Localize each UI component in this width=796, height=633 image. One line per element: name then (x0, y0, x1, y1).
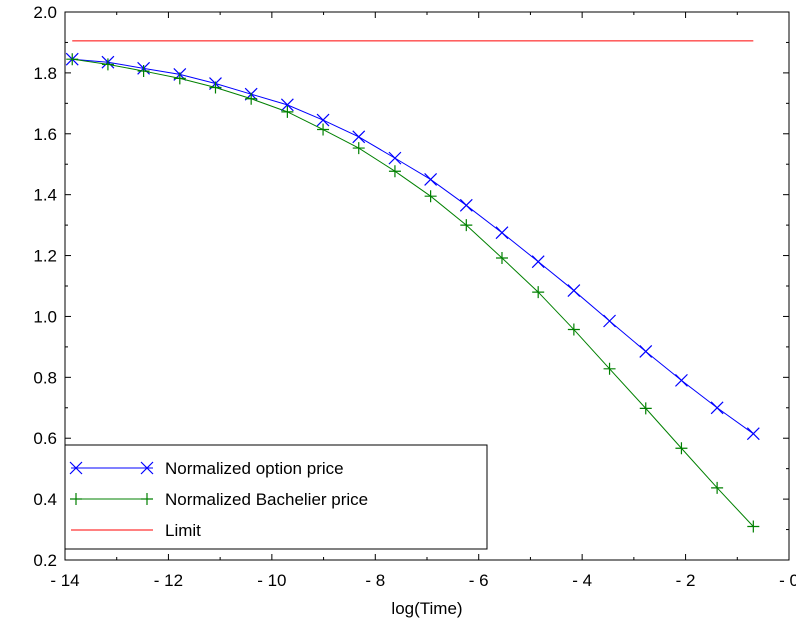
x-tick-label: - 14 (50, 571, 79, 590)
data-point-normalized-bachelier-price (567, 323, 580, 336)
data-point-normalized-bachelier-price (66, 53, 79, 66)
data-point-normalized-option-price (280, 98, 294, 112)
x-tick-label: - 6 (469, 571, 489, 590)
legend-marker (70, 493, 82, 505)
legend-entry-limit: Limit (71, 521, 201, 540)
legend-marker (69, 461, 83, 475)
data-point-normalized-option-price (639, 345, 653, 358)
data-point-normalized-bachelier-price (245, 92, 258, 105)
data-point-normalized-option-price (567, 284, 581, 297)
data-point-normalized-option-price (531, 255, 545, 269)
legend-label: Normalized option price (165, 459, 344, 478)
legend-box (64, 444, 488, 550)
legend-label: Normalized Bachelier price (165, 490, 368, 509)
legend-label: Limit (165, 521, 201, 540)
y-tick-label: 2.0 (33, 3, 57, 22)
x-tick-label: - 8 (365, 571, 385, 590)
data-point-normalized-bachelier-price (495, 251, 508, 264)
data-point-normalized-bachelier-price (352, 142, 365, 155)
plot-series (65, 40, 760, 533)
y-tick-label: 1.2 (33, 247, 57, 266)
data-point-normalized-bachelier-price (209, 81, 222, 94)
data-point-normalized-option-price (316, 113, 330, 127)
y-tick-label: 0.4 (33, 490, 57, 509)
data-point-normalized-bachelier-price (711, 481, 724, 494)
data-point-normalized-option-price (352, 130, 366, 144)
legend-entry-normalized-option-price: Normalized option price (69, 459, 344, 478)
y-tick-label: 1.4 (33, 186, 57, 205)
data-point-normalized-bachelier-price (639, 402, 652, 415)
data-point-normalized-bachelier-price (532, 286, 545, 299)
y-tick-label: 0.2 (33, 551, 57, 570)
data-point-normalized-option-price (495, 226, 509, 240)
x-tick-label: - 12 (154, 571, 183, 590)
legend-marker (141, 493, 153, 505)
legend: Normalized option price Normalized Bachel… (64, 444, 488, 550)
data-point-normalized-bachelier-price (101, 58, 114, 71)
x-tick-label: - 4 (572, 571, 592, 590)
data-point-normalized-bachelier-price (173, 72, 186, 85)
y-tick-label: 1.0 (33, 307, 57, 326)
data-point-normalized-option-price (459, 198, 473, 212)
x-tick-label: - 0 (779, 571, 796, 590)
legend-marker (140, 461, 154, 475)
data-point-normalized-bachelier-price (747, 520, 760, 533)
x-tick-label: - 2 (676, 571, 696, 590)
data-point-normalized-bachelier-price (317, 123, 330, 136)
series-line-normalized-option-price (72, 58, 754, 435)
data-point-normalized-option-price (746, 427, 760, 441)
data-point-normalized-bachelier-price (388, 165, 401, 178)
legend-entry-normalized-bachelier-price: Normalized Bachelier price (70, 490, 368, 509)
data-point-normalized-bachelier-price (460, 219, 473, 232)
data-point-normalized-option-price (603, 314, 616, 328)
data-point-normalized-bachelier-price (281, 105, 294, 118)
y-tick-label: 0.8 (33, 368, 57, 387)
x-tick-label: - 10 (257, 571, 286, 590)
axes: - 14 - 12 - 10 - 8 - 6 - 4 - 2 - 0 0.2 0.4 0.6 0.8 1… (33, 3, 796, 590)
series-normalized-bachelier-price (66, 53, 760, 533)
data-point-normalized-option-price (424, 173, 438, 186)
data-point-normalized-option-price (675, 373, 688, 387)
y-tick-label: 1.6 (33, 125, 57, 144)
data-point-normalized-option-price (710, 401, 724, 415)
y-tick-label: 1.8 (33, 64, 57, 83)
y-tick-label: 0.6 (33, 429, 57, 448)
data-point-normalized-bachelier-price (675, 442, 688, 455)
x-axis-title: log(Time) (391, 599, 462, 618)
series-line-normalized-bachelier-price (72, 58, 754, 527)
data-point-normalized-bachelier-price (137, 65, 150, 78)
data-point-normalized-bachelier-price (424, 190, 437, 203)
data-point-normalized-option-price (388, 151, 402, 165)
data-point-normalized-bachelier-price (603, 362, 616, 375)
